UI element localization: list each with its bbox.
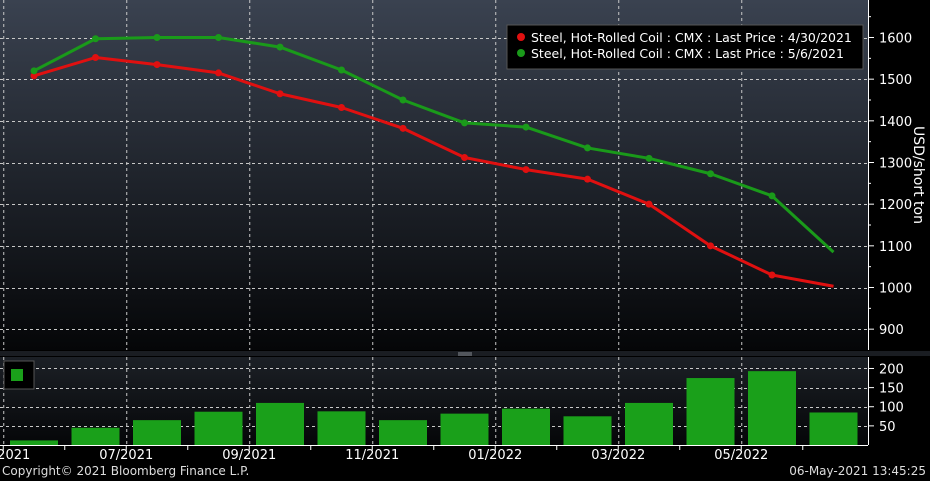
y-tick-label: 900: [879, 323, 904, 338]
data-point: [30, 67, 38, 75]
legend-marker: [517, 49, 525, 57]
x-tick-label: 11/2021: [345, 448, 399, 463]
data-point: [707, 242, 714, 250]
series-line: [33, 56, 834, 288]
x-tick-label: 05/2022: [714, 448, 768, 463]
upper-y-axis: 900 1000 1100 1200 1300 1400 1500 1600: [868, 0, 912, 350]
y-tick-label: 1300: [879, 157, 912, 172]
data-point: [399, 96, 407, 104]
y-axis-label: USD/short ton: [910, 126, 926, 224]
y-tick-label: 1400: [879, 115, 912, 130]
x-tick-label: 07/2021: [99, 448, 153, 463]
data-point: [522, 123, 530, 131]
bar: [502, 408, 550, 445]
y-tick-label: 200: [879, 362, 904, 377]
bar-series: [10, 371, 858, 445]
bar: [440, 413, 489, 445]
data-point: [522, 166, 530, 174]
data-point: [276, 43, 284, 51]
y-tick-label: 1600: [879, 32, 912, 47]
data-point: [153, 61, 161, 69]
copyright-text: Copyright© 2021 Bloomberg Finance L.P.: [2, 464, 250, 478]
data-point: [768, 192, 776, 200]
data-point: [92, 54, 99, 61]
lower-y-axis: 50 100 150 200: [868, 357, 904, 445]
bar: [809, 412, 858, 445]
data-point: [461, 154, 468, 161]
bar: [748, 371, 796, 445]
data-point: [92, 35, 99, 43]
data-point: [768, 271, 776, 279]
legend: Steel, Hot-Rolled Coil : CMX : Last Pric…: [506, 24, 864, 70]
bar: [10, 440, 58, 445]
data-point: [584, 144, 591, 152]
timestamp-text: 06-May-2021 13:45:25: [789, 464, 926, 478]
x-axis: 05/2021 07/2021 09/2021 11/2021 01/2022 03/20…: [0, 445, 868, 463]
data-point: [645, 200, 653, 208]
x-tick-label: 03/2022: [591, 448, 645, 463]
lower-grid: [0, 357, 868, 445]
bar: [133, 420, 181, 445]
series-line: [33, 36, 835, 254]
y-tick-label: 150: [879, 382, 904, 397]
lower-legend-swatch: [11, 369, 23, 381]
bar: [686, 378, 735, 445]
data-point: [276, 90, 284, 98]
bar: [194, 411, 243, 445]
data-point: [461, 119, 468, 127]
y-tick-label: 100: [879, 401, 904, 416]
x-tick-label: 01/2022: [468, 448, 522, 463]
data-point: [30, 72, 38, 80]
y-tick-label: 1500: [879, 73, 912, 88]
y-tick-label: 50: [879, 420, 896, 435]
legend-box: [506, 24, 864, 70]
bar: [317, 411, 366, 445]
data-point: [338, 104, 345, 111]
lower-plot-background: [0, 357, 868, 445]
x-tick-label: 09/2021: [222, 448, 276, 463]
data-point: [645, 154, 653, 162]
data-point: [399, 124, 407, 132]
data-point: [215, 34, 222, 41]
bar: [256, 402, 304, 445]
data-point: [215, 69, 222, 77]
x-tick-label: 05/2021: [0, 448, 30, 463]
legend-label: Steel, Hot-Rolled Coil : CMX : Last Pric…: [531, 30, 852, 45]
data-point: [707, 170, 714, 178]
bar: [563, 416, 612, 445]
bar: [625, 402, 673, 445]
y-tick-label: 1200: [879, 198, 912, 213]
data-point: [153, 34, 161, 41]
legend-marker: [517, 33, 525, 41]
bar: [379, 420, 427, 445]
legend-label: Steel, Hot-Rolled Coil : CMX : Last Pric…: [531, 46, 844, 61]
data-point: [584, 175, 591, 183]
data-point: [338, 66, 345, 74]
line-series: [30, 34, 835, 288]
y-tick-label: 1100: [879, 240, 912, 255]
y-tick-label: 1000: [879, 282, 912, 297]
bar: [71, 427, 120, 445]
